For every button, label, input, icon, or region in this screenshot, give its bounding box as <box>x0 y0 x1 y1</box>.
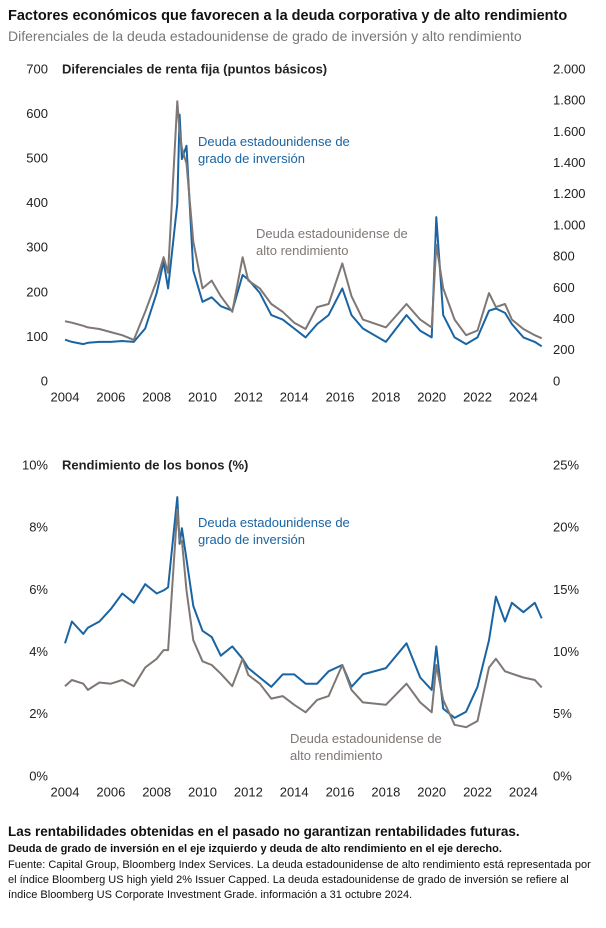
y-tick-label: 100 <box>26 329 48 344</box>
x-tick-label: 2020 <box>417 784 446 799</box>
y-tick-label: 0% <box>29 768 48 783</box>
series-label: Deuda estadounidense de grado de inversi… <box>198 515 350 547</box>
y2-tick-label: 0 <box>553 373 560 388</box>
y2-tick-label: 5% <box>553 706 572 721</box>
disclaimer: Las rentabilidades obtenidas en el pasad… <box>8 824 520 839</box>
x-tick-label: 2006 <box>96 389 125 404</box>
y-tick-label: 8% <box>29 520 48 535</box>
y2-tick-label: 600 <box>553 280 575 295</box>
subtitle: Diferenciales de la deuda estadounidense… <box>8 28 522 44</box>
series-line <box>64 496 543 719</box>
y-tick-label: 400 <box>26 195 48 210</box>
x-tick-label: 2008 <box>142 389 171 404</box>
x-tick-label: 2004 <box>51 784 80 799</box>
x-tick-label: 2010 <box>188 389 217 404</box>
y-tick-label: 500 <box>26 151 48 166</box>
series-line <box>64 508 543 729</box>
series-line <box>64 113 543 348</box>
x-tick-label: 2024 <box>509 784 538 799</box>
axis-title: Diferenciales de renta fija (puntos bási… <box>62 61 327 76</box>
series-label: Deuda estadounidense de alto rendimiento <box>290 731 442 763</box>
y2-tick-label: 10% <box>553 644 579 659</box>
source: Fuente: Capital Group, Bloomberg Index S… <box>8 859 591 901</box>
y2-tick-label: 0% <box>553 768 572 783</box>
y2-tick-label: 25% <box>553 457 579 472</box>
y-tick-label: 6% <box>29 582 48 597</box>
y-tick-label: 700 <box>26 61 48 76</box>
y2-tick-label: 1.800 <box>553 93 586 108</box>
y-tick-label: 4% <box>29 644 48 659</box>
y-tick-label: 0 <box>41 373 48 388</box>
x-tick-label: 2016 <box>326 389 355 404</box>
y2-tick-label: 1.600 <box>553 124 586 139</box>
x-tick-label: 2014 <box>280 389 309 404</box>
x-tick-label: 2024 <box>509 389 538 404</box>
x-tick-label: 2012 <box>234 784 263 799</box>
y2-tick-label: 1.000 <box>553 217 586 232</box>
charts: Diferenciales de renta fija (puntos bási… <box>22 61 586 799</box>
y-tick-label: 200 <box>26 284 48 299</box>
x-tick-label: 2016 <box>326 784 355 799</box>
x-tick-label: 2018 <box>371 784 400 799</box>
note: Deuda de grado de inversión en el eje iz… <box>8 843 502 855</box>
y2-tick-label: 1.400 <box>553 155 586 170</box>
x-tick-label: 2010 <box>188 784 217 799</box>
axis-title: Rendimiento de los bonos (%) <box>62 457 248 472</box>
y-tick-label: 2% <box>29 706 48 721</box>
x-tick-label: 2006 <box>96 784 125 799</box>
y2-tick-label: 1.200 <box>553 186 586 201</box>
x-tick-label: 2008 <box>142 784 171 799</box>
y2-tick-label: 20% <box>553 520 579 535</box>
series-label: Deuda estadounidense de grado de inversi… <box>198 134 350 166</box>
y2-tick-label: 400 <box>553 311 575 326</box>
x-tick-label: 2018 <box>371 389 400 404</box>
x-tick-label: 2014 <box>280 784 309 799</box>
y-tick-label: 300 <box>26 240 48 255</box>
series-label: Deuda estadounidense de alto rendimiento <box>256 226 408 258</box>
y2-tick-label: 2.000 <box>553 61 586 76</box>
y2-tick-label: 200 <box>553 342 575 357</box>
y-tick-label: 600 <box>26 106 48 121</box>
x-tick-label: 2022 <box>463 784 492 799</box>
x-tick-label: 2004 <box>51 389 80 404</box>
series-line <box>64 100 543 341</box>
x-tick-label: 2012 <box>234 389 263 404</box>
y-tick-label: 10% <box>22 457 48 472</box>
y2-tick-label: 15% <box>553 582 579 597</box>
y2-tick-label: 800 <box>553 249 575 264</box>
title: Factores económicos que favorecen a la d… <box>8 8 568 24</box>
x-tick-label: 2022 <box>463 389 492 404</box>
x-tick-label: 2020 <box>417 389 446 404</box>
